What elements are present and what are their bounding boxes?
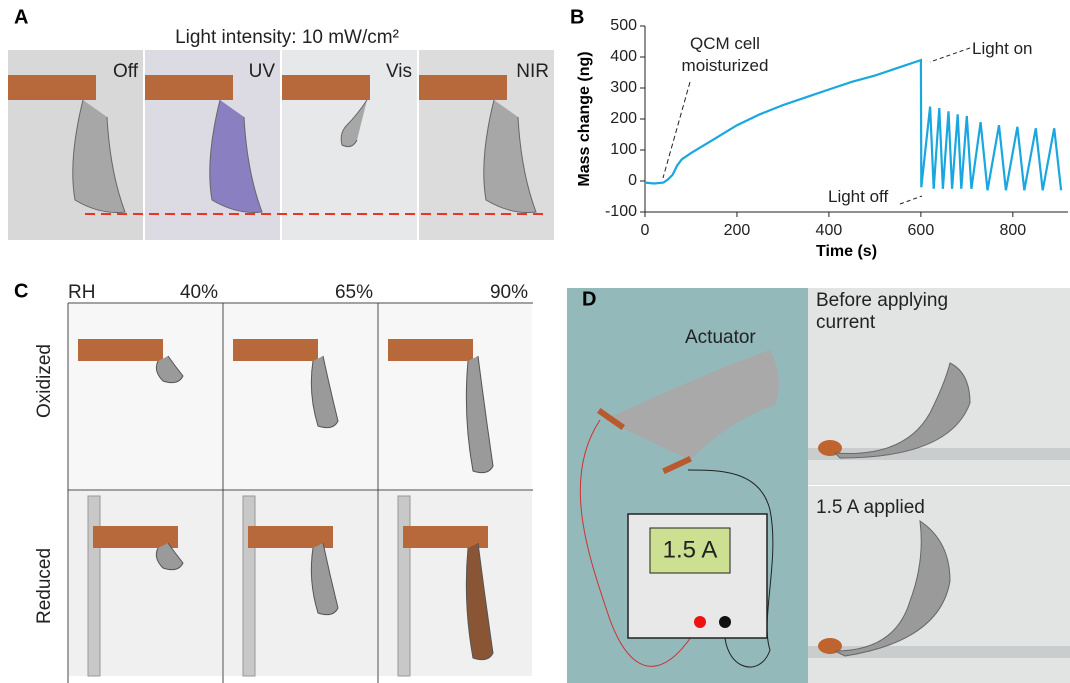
annotation-leader <box>930 48 970 62</box>
rod <box>398 496 410 676</box>
y-tick-label: -100 <box>605 203 637 220</box>
photo-label: UV <box>249 61 276 82</box>
data-line <box>645 60 1061 190</box>
terminal <box>719 616 731 628</box>
y-tick-label: 0 <box>628 172 637 189</box>
photo-label: Off <box>113 61 139 82</box>
copper-strip <box>282 75 370 100</box>
corner-label: RH <box>68 282 95 303</box>
copper-strip <box>8 75 96 100</box>
photo-label: NIR <box>516 61 549 82</box>
panel-label: B <box>570 6 584 28</box>
column-label: 90% <box>490 282 528 303</box>
y-axis-label: Mass change (ng) <box>576 51 593 186</box>
terminal <box>694 616 706 628</box>
column-label: 40% <box>180 282 218 303</box>
display-value: 1.5 A <box>663 536 718 563</box>
x-tick-label: 800 <box>999 222 1026 239</box>
annotation-leader <box>663 82 690 178</box>
annotation-leader <box>900 196 922 204</box>
photo <box>69 304 222 489</box>
x-tick-label: 400 <box>816 222 843 239</box>
panel-title: Light intensity: 10 mW/cm² <box>175 27 399 48</box>
y-tick-label: 300 <box>610 79 637 96</box>
copper-strip <box>419 75 507 100</box>
actuator-label: Actuator <box>685 327 756 348</box>
photo <box>379 304 532 489</box>
copper-strip <box>233 339 318 361</box>
rod <box>243 496 255 676</box>
column-label: 65% <box>335 282 373 303</box>
photo <box>224 304 377 489</box>
copper-strip <box>145 75 233 100</box>
annotation: Light on <box>972 38 1033 60</box>
x-tick-label: 200 <box>724 222 751 239</box>
copper-strip <box>388 339 473 361</box>
y-tick-label: 200 <box>610 110 637 127</box>
y-tick-label: 100 <box>610 141 637 158</box>
row-label: Reduced <box>34 511 56 661</box>
photo-label: 1.5 A applied <box>816 497 925 519</box>
y-tick-label: 400 <box>610 48 637 65</box>
row-label: Oxidized <box>34 306 56 456</box>
figure-canvas: A Light intensity: 10 mW/cm² Off UV Vis NIR… <box>0 0 1070 683</box>
rod <box>88 496 100 676</box>
x-axis-label: Time (s) <box>816 243 877 260</box>
annotation: QCM cell moisturized <box>670 33 780 77</box>
photo-label: Vis <box>386 61 412 82</box>
y-tick-label: 500 <box>610 17 637 34</box>
photo-label: Before applying current <box>816 290 1006 334</box>
copper-strip <box>78 339 163 361</box>
panel-label: D <box>582 288 596 310</box>
figure: A Light intensity: 10 mW/cm² Off UV Vis NIR… <box>0 0 1070 683</box>
x-tick-label: 600 <box>908 222 935 239</box>
panel-label: C <box>14 280 28 302</box>
panel-label: A <box>14 6 28 28</box>
x-tick-label: 0 <box>641 222 650 239</box>
annotation: Light off <box>828 186 888 208</box>
